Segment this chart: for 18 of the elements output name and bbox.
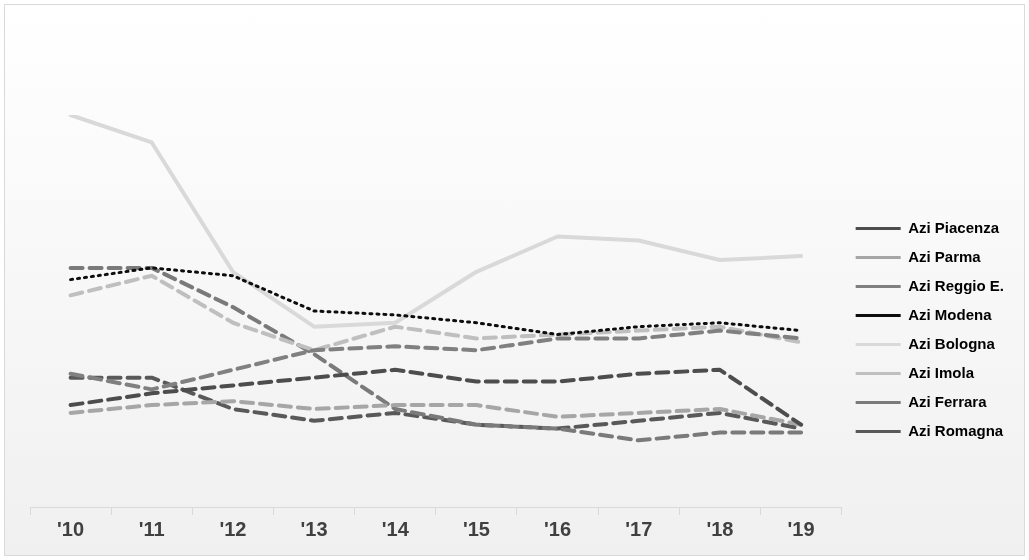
legend-label: Azi Ferrara <box>908 392 988 410</box>
x-tick-label: '18 <box>706 517 734 540</box>
x-tick-label: '13 <box>300 517 328 540</box>
x-tick-label: '19 <box>787 517 815 540</box>
x-tick-label: '11 <box>138 517 165 540</box>
x-tick-label: '15 <box>462 517 490 540</box>
legend-label: Azi Imola <box>908 363 975 381</box>
x-tick-label: '16 <box>544 517 572 540</box>
x-tick-label: '10 <box>57 517 85 540</box>
x-tick-label: '12 <box>219 517 247 540</box>
legend-label: Azi Parma <box>908 247 982 265</box>
legend-label: Azi Modena <box>908 305 993 323</box>
x-tick-label: '17 <box>625 517 653 540</box>
x-tick-label: '14 <box>381 517 410 540</box>
legend-label: Azi Reggio E. <box>908 276 1005 294</box>
legend-label: Azi Piacenza <box>908 218 1000 236</box>
legend-label: Azi Bologna <box>908 334 996 352</box>
legend-label: Azi Romagna <box>908 421 1004 439</box>
